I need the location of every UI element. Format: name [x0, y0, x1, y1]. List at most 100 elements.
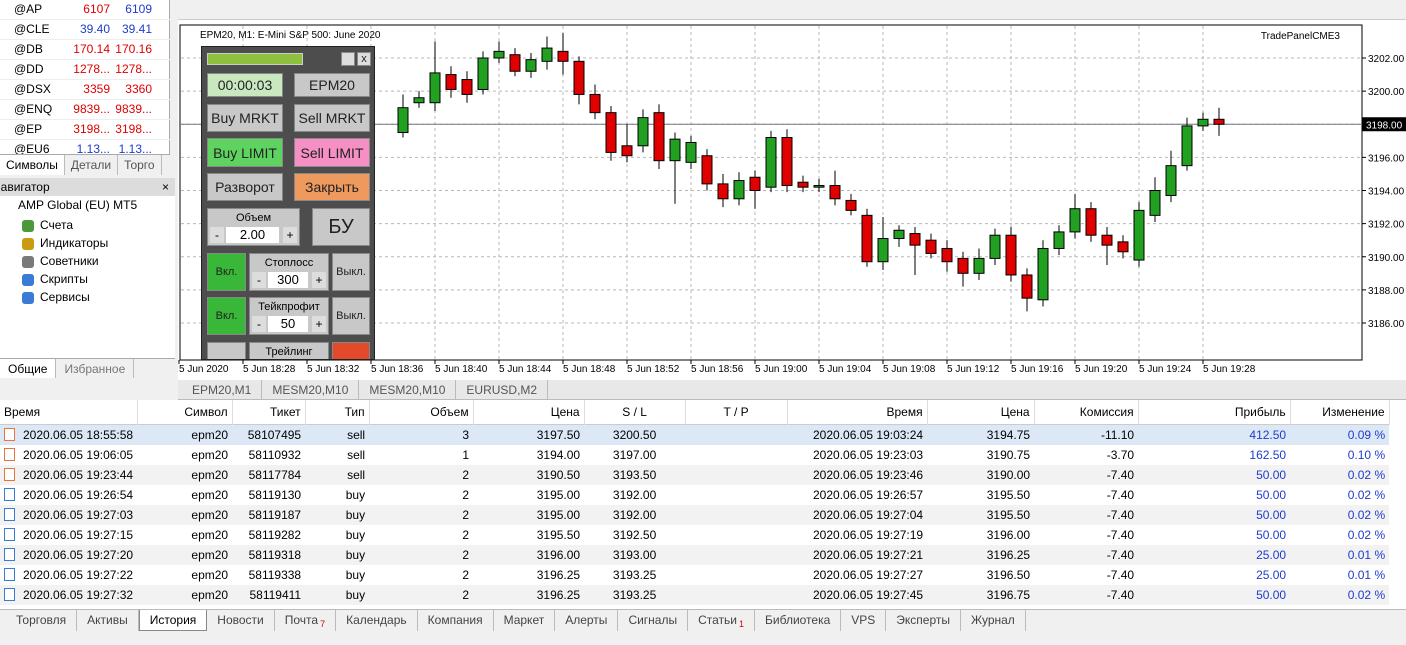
field-value[interactable]: 300 — [268, 272, 308, 288]
toolbox-tab[interactable]: Маркет — [494, 610, 556, 631]
symbol-row[interactable]: @AP 6107 6109 — [0, 0, 170, 20]
nav-item[interactable]: Индикаторы — [40, 236, 109, 250]
symbol-row[interactable]: @ENQ 9839... 9839... — [0, 99, 170, 120]
toolbox-tab[interactable]: Торговля — [6, 610, 78, 631]
sl: 3192.00 — [612, 508, 657, 522]
current-price-box — [1362, 117, 1406, 132]
cell: 58110932 — [232, 445, 305, 465]
cell: 3193.00 — [584, 545, 685, 565]
toolbox-tab[interactable]: Статьи 1 — [688, 610, 756, 631]
history-row[interactable]: 2020.06.05 19:26:54 epm20 58119130 buy 2 3195… — [0, 485, 1390, 505]
symbol-row[interactable]: @DB 170.14 170.16 — [0, 39, 170, 60]
chart-tab[interactable]: MESM20,M10 — [359, 380, 457, 399]
candle-body — [749, 176, 761, 191]
toolbox-tab[interactable]: Новости — [207, 610, 275, 631]
open_time: 2020.06.05 19:23:44 — [23, 468, 134, 482]
nav-item[interactable]: Счета — [40, 218, 74, 232]
toolbox-tab[interactable]: Эксперты — [886, 610, 962, 631]
price: 3195.00 — [536, 488, 581, 502]
column-header[interactable]: Тип — [305, 400, 370, 425]
chart-tab[interactable]: EURUSD,M2 — [456, 380, 549, 399]
column-header[interactable]: S / L — [584, 400, 686, 425]
buy-limit[interactable]: Buy LIMIT — [207, 138, 283, 167]
tab[interactable]: Торго — [118, 155, 162, 175]
history-row[interactable]: 2020.06.05 19:23:44 epm20 58117784 sell 2 319… — [0, 465, 1390, 485]
column-header[interactable]: Цена — [473, 400, 585, 425]
minus[interactable]: - — [252, 272, 266, 288]
field-value[interactable]: 50 — [268, 316, 308, 332]
history-row[interactable]: 2020.06.05 19:27:32 epm20 58119411 buy 2 3196… — [0, 585, 1390, 605]
open_time: 2020.06.05 19:06:05 — [23, 448, 134, 462]
toolbox-tab[interactable]: Календарь — [336, 610, 418, 631]
toolbox-tab[interactable]: История — [138, 610, 208, 631]
tab[interactable]: Символы — [0, 155, 65, 175]
nav-item[interactable]: Скрипты — [40, 272, 88, 286]
nav-root[interactable]: AMP Global (EU) MT5 — [18, 198, 138, 212]
minimize-button[interactable] — [341, 52, 355, 66]
nav-item[interactable]: Советники — [40, 254, 99, 268]
disable-takeprofit[interactable]: Выкл. — [332, 297, 370, 335]
toolbox-tab[interactable]: Журнал — [961, 610, 1026, 631]
toolbox-tab[interactable]: Сигналы — [618, 610, 689, 631]
column-header[interactable]: Символ — [137, 400, 233, 425]
cell: 0.02 % — [1290, 485, 1389, 505]
column-header[interactable]: Изменение — [1290, 400, 1390, 425]
column-header[interactable]: Объем — [369, 400, 474, 425]
toolbox-tab[interactable]: VPS — [841, 610, 887, 631]
close-all[interactable]: Закрыть — [294, 173, 370, 201]
timer[interactable]: 00:00:03 — [207, 73, 283, 97]
toolbox-tab[interactable]: Активы — [77, 610, 139, 631]
tab[interactable]: Детали — [65, 155, 119, 175]
chart-tab[interactable]: EPM20,M1 — [182, 380, 263, 399]
field-value[interactable]: 2.00 — [226, 227, 279, 243]
sell-market[interactable]: Sell MRKT — [294, 104, 370, 132]
toolbox-tab[interactable]: Библиотека — [755, 610, 842, 631]
symbol-row[interactable]: @DSX 3359 3360 — [0, 79, 170, 100]
chart-tab[interactable]: MESM20,M10 — [262, 380, 360, 399]
symbol: @DD — [14, 62, 44, 76]
tab-label: Компания — [427, 613, 483, 627]
buy-market[interactable]: Buy MRKT — [207, 104, 283, 132]
history-row[interactable]: 2020.06.05 19:06:05 epm20 58110932 sell 1 319… — [0, 445, 1390, 465]
history-row[interactable]: 2020.06.05 19:27:03 epm20 58119187 buy 2 3195… — [0, 505, 1390, 525]
tab[interactable]: Общие — [0, 359, 57, 378]
history-row[interactable]: 2020.06.05 19:27:15 epm20 58119282 buy 2 3195… — [0, 525, 1390, 545]
history-row[interactable]: 2020.06.05 19:27:22 epm20 58119338 buy 2 3196… — [0, 565, 1390, 585]
symbol-row[interactable]: @CLE 39.40 39.41 — [0, 19, 170, 40]
enable-stoploss[interactable]: Вкл. — [207, 253, 246, 291]
tab[interactable]: Избранное — [56, 359, 135, 378]
column-header[interactable]: Прибыль — [1138, 400, 1291, 425]
symbol-row[interactable]: @EP 3198... 3198... — [0, 119, 170, 140]
history-row[interactable]: 2020.06.05 18:55:58 epm20 58107495 sell 3 319… — [0, 424, 1390, 445]
toolbox-tab[interactable]: Почта 7 — [275, 610, 337, 631]
plus[interactable]: + — [283, 227, 297, 243]
minus[interactable]: - — [252, 316, 266, 332]
breakeven[interactable]: БУ — [312, 208, 370, 246]
history-row[interactable]: 2020.06.05 19:27:20 epm20 58119318 buy 2 3196… — [0, 545, 1390, 565]
reverse[interactable]: Разворот — [207, 173, 283, 201]
toolbox-tab[interactable]: Алерты — [555, 610, 619, 631]
column-header[interactable]: T / P — [685, 400, 788, 425]
plus[interactable]: + — [312, 272, 326, 288]
candle-body — [637, 117, 649, 147]
symbol-row[interactable]: @DD 1278... 1278... — [0, 59, 170, 80]
disable-trailing[interactable] — [332, 342, 370, 359]
column-header[interactable]: Тикет — [232, 400, 306, 425]
minus[interactable]: - — [210, 227, 224, 243]
column-header[interactable]: Время — [0, 400, 138, 425]
toolbox-tab[interactable]: Компания — [418, 610, 494, 631]
change: 0.10 % — [1347, 448, 1386, 462]
nav-item[interactable]: Сервисы — [40, 290, 90, 304]
sell-limit[interactable]: Sell LIMIT — [294, 138, 370, 167]
disable-stoploss[interactable]: Выкл. — [332, 253, 370, 291]
tab-label: История — [149, 613, 197, 627]
enable-trailing[interactable] — [207, 342, 246, 359]
enable-takeprofit[interactable]: Вкл. — [207, 297, 246, 335]
column-header[interactable]: Время — [787, 400, 928, 425]
column-header[interactable]: Комиссия — [1034, 400, 1139, 425]
column-header[interactable]: Цена — [927, 400, 1035, 425]
commission: -7.40 — [1106, 528, 1135, 542]
close-button[interactable]: x — [357, 52, 371, 66]
plus[interactable]: + — [312, 316, 326, 332]
symbol-button[interactable]: EPM20 — [294, 73, 370, 97]
